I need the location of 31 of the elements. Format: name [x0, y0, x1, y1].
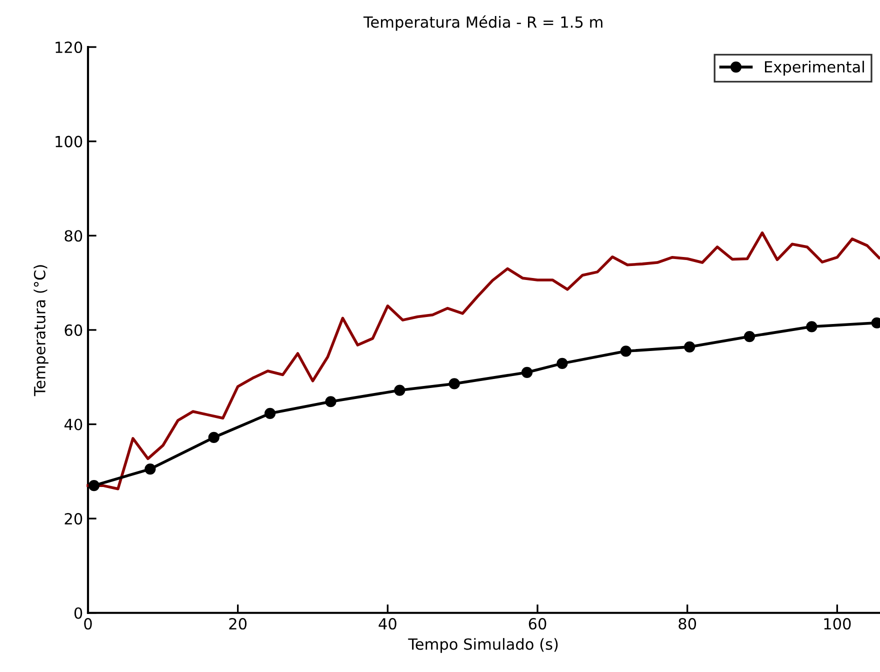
- point: [394, 384, 406, 396]
- point: [448, 378, 460, 390]
- y-tick-label: 40: [64, 418, 82, 430]
- point: [325, 396, 336, 408]
- line-series: [86, 231, 880, 490]
- point: [88, 480, 100, 492]
- x-tick-label: 20: [229, 618, 247, 630]
- x-tick-label: 60: [528, 618, 546, 630]
- chart-title: Temperatura Média - R = 1.5 m: [363, 15, 602, 31]
- x-tick-label: 0: [84, 618, 92, 630]
- y-tick-label: 100: [56, 136, 82, 148]
- point: [208, 432, 220, 444]
- x-axis-title: Tempo Simulado (s): [408, 638, 558, 653]
- y-tick-label: 120: [56, 42, 82, 54]
- point: [806, 321, 818, 332]
- y-tick-label: 0: [74, 607, 82, 619]
- x-tick-label: 100: [824, 618, 851, 630]
- point: [144, 463, 156, 475]
- point: [264, 408, 276, 419]
- point: [556, 358, 568, 369]
- x-tick-label: 40: [378, 618, 396, 630]
- legend-label: Experimental: [764, 60, 864, 76]
- y-axis-title: Temperatura (°C): [34, 265, 48, 396]
- point: [744, 330, 756, 342]
- y-tick-label: 60: [64, 324, 82, 336]
- point: [521, 366, 533, 378]
- y-tick-label: 80: [64, 230, 82, 242]
- point: [684, 341, 696, 352]
- y-tick-label: 20: [64, 513, 82, 525]
- point: [620, 346, 632, 357]
- x-tick-label: 80: [678, 618, 696, 630]
